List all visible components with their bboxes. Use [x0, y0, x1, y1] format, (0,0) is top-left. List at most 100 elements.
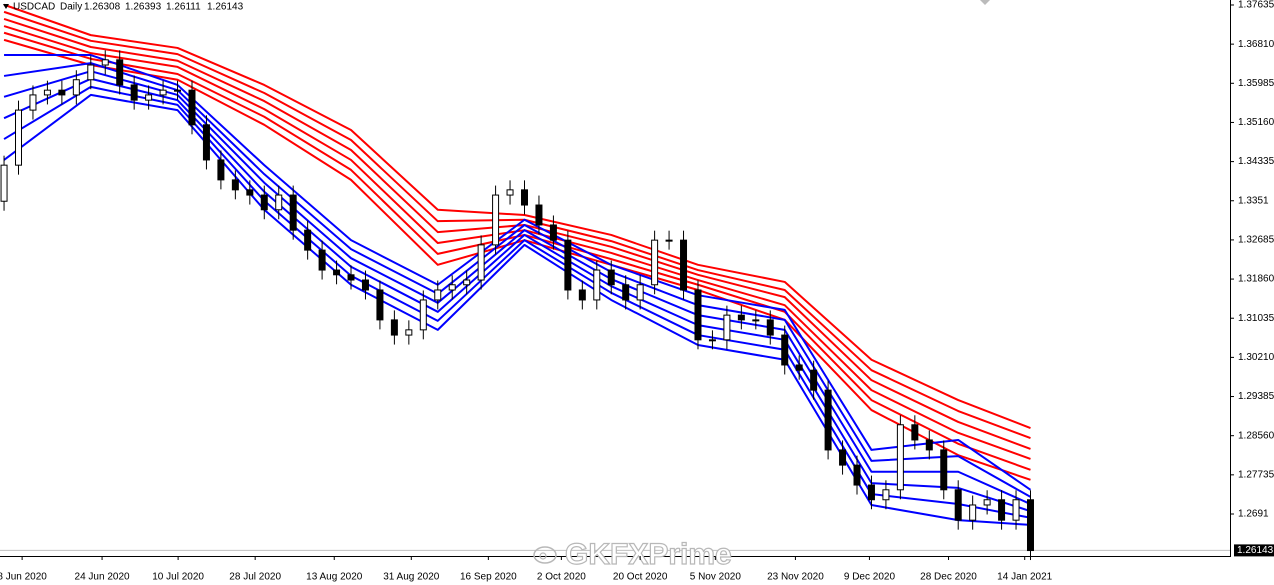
candle-body [43, 89, 51, 96]
candle-body [492, 194, 500, 246]
candle-body [810, 369, 818, 391]
candle-body [188, 89, 196, 126]
candle-body [448, 284, 456, 291]
y-tick-label: 1.34335 [1238, 156, 1274, 167]
x-tick-label: 8 Jun 2020 [0, 572, 47, 583]
y-tick-label: 1.32685 [1238, 235, 1274, 246]
candle [824, 380, 832, 460]
candle [839, 440, 847, 475]
candle-body [1012, 499, 1020, 521]
x-tick-label: 9 Dec 2020 [844, 572, 896, 583]
candle [593, 260, 601, 310]
candle-body [333, 269, 341, 276]
candle-body [867, 484, 875, 501]
candle [766, 310, 774, 345]
candle-body [174, 89, 182, 92]
candle-body [925, 439, 933, 451]
candle-body [578, 289, 586, 301]
candle [246, 180, 254, 205]
candle [506, 180, 514, 205]
candle [896, 415, 904, 500]
candle-body [1026, 499, 1034, 552]
candle [520, 180, 528, 215]
candle-body [304, 229, 312, 251]
candle [390, 310, 398, 345]
y-tick-label: 1.31860 [1238, 274, 1274, 285]
candle-body [680, 239, 688, 291]
candle-body [318, 249, 326, 271]
candle [723, 305, 731, 350]
candle [333, 260, 341, 285]
candle [535, 195, 543, 235]
candle-body [665, 239, 673, 242]
candle [188, 80, 196, 135]
candle [58, 80, 66, 105]
candle [202, 115, 210, 170]
candle [43, 80, 51, 105]
x-tick-label: 31 Aug 2020 [383, 572, 440, 583]
candle-body [940, 449, 948, 491]
bar-high: 1.26393 [125, 2, 162, 13]
candle [463, 270, 471, 295]
candle [29, 85, 37, 120]
symbol: USDCAD [13, 2, 55, 13]
y-tick-label: 1.3351 [1238, 195, 1269, 206]
y-tick-label: 1.27735 [1238, 469, 1274, 480]
candle [737, 305, 745, 330]
candle [159, 80, 167, 105]
candle-body [275, 194, 283, 211]
candle-body [839, 449, 847, 466]
x-tick-label: 14 Jan 2021 [997, 572, 1052, 583]
candle-body [651, 239, 659, 286]
x-tick-label: 20 Oct 2020 [613, 572, 668, 583]
candle [853, 455, 861, 495]
candle-body [636, 284, 644, 301]
candle [376, 280, 384, 330]
bar-open: 1.26308 [84, 2, 121, 13]
candle [419, 290, 427, 340]
candle [867, 475, 875, 510]
x-tick-label: 5 Nov 2020 [690, 572, 742, 583]
shift-marker [980, 0, 990, 5]
candle-body [795, 364, 803, 371]
timeframe: Daily [60, 2, 82, 13]
candle [87, 55, 95, 90]
candle-body [896, 424, 904, 491]
candle-body [506, 189, 514, 196]
candle-body [998, 499, 1006, 521]
current-price-tag [1234, 544, 1274, 557]
y-tick-label: 1.35985 [1238, 78, 1274, 89]
candle-body [564, 239, 572, 291]
candle [998, 490, 1006, 530]
candle [130, 75, 138, 110]
candle [275, 185, 283, 220]
candle-body [15, 109, 23, 166]
candle-body [535, 204, 543, 226]
candle [578, 280, 586, 310]
candle [708, 330, 716, 350]
candle [116, 50, 124, 95]
candle-body [520, 189, 528, 206]
candle [969, 495, 977, 530]
y-tick-label: 1.35160 [1238, 117, 1274, 128]
x-tick-label: 2 Oct 2020 [537, 572, 586, 583]
moving-average-line [3, 3, 1031, 430]
candle [448, 275, 456, 300]
candle-body [607, 269, 615, 286]
candle-body [622, 284, 630, 301]
watermark-logo [533, 546, 557, 564]
x-tick-label: 24 Jun 2020 [75, 572, 130, 583]
candle-body [390, 319, 398, 336]
candle-body [289, 194, 297, 231]
candle [810, 360, 818, 400]
candle-body [593, 269, 601, 301]
candle [636, 275, 644, 310]
candle [925, 430, 933, 460]
candle [911, 415, 919, 450]
candle-body [882, 489, 890, 501]
candle [622, 275, 630, 310]
menu-arrow[interactable] [3, 4, 9, 9]
candle [289, 185, 297, 240]
candle-body [694, 289, 702, 341]
candle-body [463, 279, 471, 286]
